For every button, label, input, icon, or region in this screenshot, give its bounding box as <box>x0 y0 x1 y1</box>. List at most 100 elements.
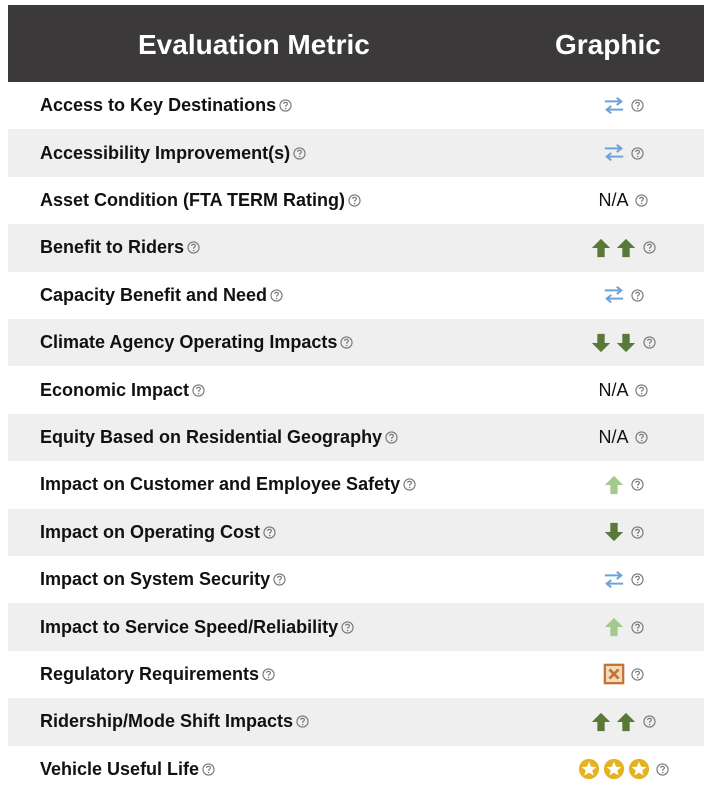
header-graphic: Graphic <box>555 29 661 60</box>
metric-label: Capacity Benefit and Need <box>40 284 268 305</box>
help-icon <box>635 384 648 397</box>
metric-label: Asset Condition (FTA TERM Rating) <box>40 189 345 210</box>
help-icon <box>341 621 354 634</box>
help-icon <box>187 241 200 254</box>
help-icon <box>656 763 669 776</box>
graphic-icon <box>590 237 612 259</box>
graphic-icon <box>603 758 625 780</box>
metric-label: Accessibility Improvement(s) <box>40 142 291 163</box>
help-icon <box>631 668 644 681</box>
help-icon <box>279 99 292 112</box>
help-icon <box>643 336 656 349</box>
help-icon <box>202 763 215 776</box>
help-icon <box>263 526 276 539</box>
metric-cell: Equity Based on Residential Geography <box>40 427 398 448</box>
metric-label: Impact on Customer and Employee Safety <box>40 474 401 495</box>
metric-cell: Vehicle Useful Life <box>40 759 215 780</box>
metric-label: Regulatory Requirements <box>40 663 260 684</box>
help-icon <box>273 573 286 586</box>
graphic-cell <box>548 663 698 685</box>
table-row: Impact on Operating Cost <box>8 508 704 556</box>
graphic-icon <box>628 758 650 780</box>
header-metric: Evaluation Metric <box>138 29 370 60</box>
table-row: Asset Condition (FTA TERM Rating) N/A <box>8 177 704 224</box>
metric-label: Ridership/Mode Shift Impacts <box>40 711 294 732</box>
graphic-cell <box>548 142 698 164</box>
help-icon <box>635 431 648 444</box>
help-icon <box>643 715 656 728</box>
table-row: Ridership/Mode Shift Impacts <box>8 698 704 746</box>
graphic-label: N/A <box>598 189 629 210</box>
graphic-icon <box>603 569 625 591</box>
help-icon <box>631 147 644 160</box>
table-row: Impact on Customer and Employee Safety <box>8 461 704 508</box>
metric-cell: Regulatory Requirements <box>40 664 275 685</box>
table-row: Benefit to Riders <box>8 224 704 272</box>
help-icon <box>403 478 416 491</box>
help-icon <box>635 194 648 207</box>
table-row: Capacity Benefit and Need <box>8 272 704 319</box>
help-icon <box>631 289 644 302</box>
help-icon <box>348 194 361 207</box>
table-row: Access to Key Destinations <box>8 82 704 129</box>
graphic-cell <box>548 569 698 591</box>
graphic-icon <box>603 521 625 543</box>
graphic-cell: N/A <box>548 380 698 401</box>
help-icon <box>631 621 644 634</box>
metric-cell: Impact on System Security <box>40 569 286 590</box>
graphic-icon <box>590 332 612 354</box>
table-row: Climate Agency Operating Impacts <box>8 319 704 367</box>
graphic-cell <box>548 95 698 117</box>
metric-label: Equity Based on Residential Geography <box>40 426 383 447</box>
help-icon <box>631 478 644 491</box>
graphic-label: N/A <box>598 379 629 400</box>
metric-cell: Access to Key Destinations <box>40 95 292 116</box>
table-row: Regulatory Requirements <box>8 651 704 698</box>
table-row: Impact on System Security <box>8 556 704 603</box>
metric-cell: Capacity Benefit and Need <box>40 285 283 306</box>
help-icon <box>262 668 275 681</box>
help-icon <box>631 573 644 586</box>
metric-cell: Climate Agency Operating Impacts <box>40 332 353 353</box>
table-row: Impact to Service Speed/Reliability <box>8 603 704 651</box>
graphic-cell <box>548 521 698 543</box>
help-icon <box>631 526 644 539</box>
graphic-icon <box>615 711 637 733</box>
table-row: Accessibility Improvement(s) <box>8 129 704 177</box>
metric-cell: Impact on Customer and Employee Safety <box>40 474 416 495</box>
metric-label: Impact on Operating Cost <box>40 521 261 542</box>
graphic-icon <box>615 237 637 259</box>
graphic-icon <box>578 758 600 780</box>
metric-cell: Impact to Service Speed/Reliability <box>40 617 354 638</box>
graphic-icon <box>603 142 625 164</box>
table-row: Economic Impact N/A <box>8 366 704 413</box>
help-icon <box>385 431 398 444</box>
graphic-cell <box>548 474 698 496</box>
table-row: Equity Based on Residential Geography N/A <box>8 413 704 462</box>
graphic-label: N/A <box>598 426 629 447</box>
graphic-cell <box>548 284 698 306</box>
metric-label: Climate Agency Operating Impacts <box>40 332 338 353</box>
help-icon <box>192 384 205 397</box>
graphic-cell <box>548 758 698 780</box>
metric-label: Benefit to Riders <box>40 237 185 258</box>
metric-cell: Accessibility Improvement(s) <box>40 143 306 164</box>
graphic-icon <box>603 95 625 117</box>
graphic-cell <box>548 711 698 733</box>
graphic-cell: N/A <box>548 427 698 448</box>
graphic-icon <box>590 711 612 733</box>
graphic-cell <box>548 616 698 638</box>
metric-label: Impact on System Security <box>40 569 271 590</box>
metric-cell: Asset Condition (FTA TERM Rating) <box>40 190 361 211</box>
graphic-cell: N/A <box>548 190 698 211</box>
metric-cell: Impact on Operating Cost <box>40 522 276 543</box>
help-icon <box>340 336 353 349</box>
metric-cell: Benefit to Riders <box>40 237 200 258</box>
table-row: Vehicle Useful Life <box>8 746 704 793</box>
help-icon <box>296 715 309 728</box>
graphic-cell <box>548 237 698 259</box>
help-icon <box>270 289 283 302</box>
metric-cell: Economic Impact <box>40 380 205 401</box>
help-icon <box>643 241 656 254</box>
